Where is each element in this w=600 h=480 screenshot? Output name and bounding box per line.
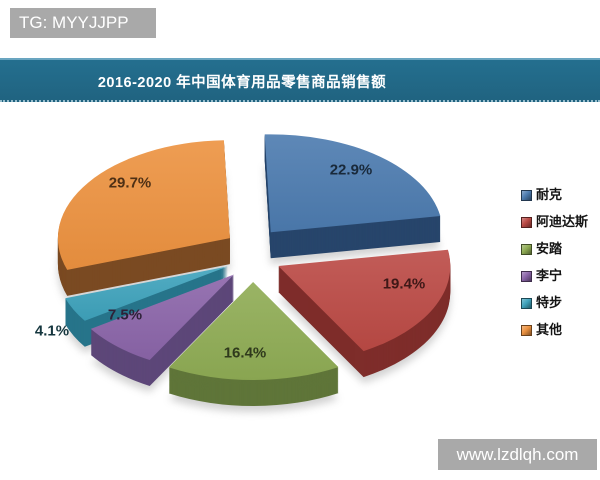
legend-label: 耐克 <box>536 187 563 202</box>
legend-label: 安踏 <box>536 241 563 256</box>
legend-key-icon <box>521 324 532 336</box>
watermark-badge-bottom: www.lzdlqh.com <box>438 439 597 470</box>
pie-slice-0 <box>264 134 441 259</box>
legend-label: 其他 <box>536 322 563 337</box>
legend-item-2: 安踏 <box>521 241 600 257</box>
pie-slice-2 <box>168 282 339 406</box>
chart-title: 2016-2020 年中国体育用品零售商品销售额 <box>97 74 387 91</box>
legend-item-1: 阿迪达斯 <box>521 214 600 230</box>
legend-item-4: 特步 <box>521 295 600 311</box>
watermark-top-text: TG: MYYJJPP <box>19 13 129 32</box>
legend-label: 李宁 <box>536 268 563 283</box>
title-banner: 2016-2020 年中国体育用品零售商品销售额 <box>0 58 600 102</box>
legend-key-icon <box>521 216 532 228</box>
legend-label: 阿迪达斯 <box>536 214 589 229</box>
legend-key-icon <box>521 270 532 282</box>
legend-item-3: 李宁 <box>521 268 600 284</box>
pie-data-label: 19.4% <box>383 276 426 293</box>
legend: 耐克阿迪达斯安踏李宁特步其他 <box>521 187 600 349</box>
legend-label: 特步 <box>536 295 563 310</box>
pie-data-label: 7.5% <box>108 307 142 324</box>
pie-slice-1 <box>278 249 451 378</box>
pie-data-label: 16.4% <box>224 345 267 362</box>
pie-data-label: 4.1% <box>35 323 69 340</box>
watermark-bottom-text: www.lzdlqh.com <box>456 444 579 464</box>
pie-slice-5 <box>57 140 230 296</box>
legend-item-5: 其他 <box>521 322 600 338</box>
legend-key-icon <box>521 297 532 309</box>
legend-item-0: 耐克 <box>521 187 600 203</box>
pie-data-label: 29.7% <box>109 175 152 192</box>
legend-key-icon <box>521 243 532 255</box>
legend-key-icon <box>521 189 532 201</box>
pie-slice-3 <box>90 274 234 386</box>
pie-chart: 22.9% 19.4% 16.4% 7.5% 4.1% 29.7% <box>35 134 451 412</box>
pie-data-label: 22.9% <box>330 162 373 179</box>
watermark-badge-top: TG: MYYJJPP <box>10 8 156 38</box>
